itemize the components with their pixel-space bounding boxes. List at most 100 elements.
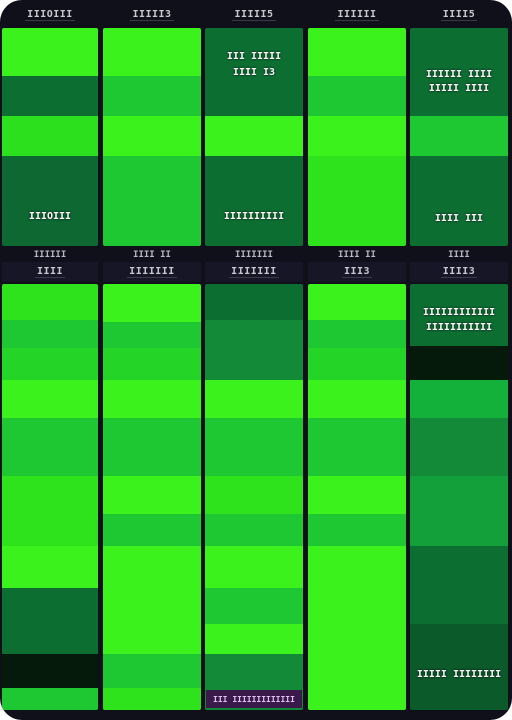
color-block[interactable] <box>410 380 508 418</box>
color-block[interactable] <box>103 476 201 514</box>
color-block[interactable] <box>308 514 406 546</box>
color-block[interactable] <box>2 116 98 156</box>
column-header-10[interactable]: IIII3 <box>410 262 508 282</box>
color-block[interactable] <box>205 546 303 588</box>
color-block[interactable] <box>308 284 406 320</box>
color-block[interactable] <box>308 476 406 514</box>
color-block[interactable] <box>410 476 508 546</box>
color-block[interactable] <box>103 380 201 418</box>
column-subheader-4: IIII II <box>338 250 376 260</box>
color-block[interactable] <box>308 28 406 76</box>
color-block[interactable] <box>2 380 98 418</box>
color-block[interactable] <box>2 284 98 320</box>
color-block[interactable] <box>103 76 201 116</box>
bottom-status-bar[interactable]: III IIIIIIIIIIIII <box>206 690 302 708</box>
bottom-column-5[interactable]: IIIIIIIIIIII IIIIIIIIIII IIIII IIIIIIII <box>410 284 508 710</box>
color-block[interactable] <box>103 418 201 476</box>
column-header-3-label: IIIII5 <box>232 9 276 21</box>
block-label: IIIIIIIIIIII <box>422 307 496 318</box>
color-block[interactable] <box>410 418 508 476</box>
column-header-6-label: IIII <box>34 266 66 278</box>
column-header-4-label: IIIIII <box>335 9 379 21</box>
column-header-3[interactable]: IIIII5 <box>205 2 303 28</box>
color-block[interactable] <box>2 688 98 710</box>
color-block[interactable] <box>2 418 98 476</box>
column-header-7[interactable]: IIIIIII <box>103 262 201 282</box>
color-block[interactable] <box>205 624 303 654</box>
color-block[interactable] <box>308 348 406 380</box>
column-header-6[interactable]: IIII <box>2 262 98 282</box>
color-block[interactable] <box>103 156 201 246</box>
color-block[interactable] <box>410 624 508 710</box>
color-block[interactable] <box>103 348 201 380</box>
column-header-2-label: IIIII3 <box>130 9 174 21</box>
color-block[interactable] <box>2 546 98 588</box>
column-header-4[interactable]: IIIIII <box>308 2 406 28</box>
bottom-column-3[interactable] <box>205 284 303 710</box>
block-label: IIIII IIII <box>428 83 490 94</box>
block-label: IIIII IIIIIIII <box>416 669 502 680</box>
color-block[interactable] <box>103 116 201 156</box>
top-column-4[interactable] <box>308 28 406 246</box>
block-label: IIIOIII <box>28 211 72 222</box>
color-block[interactable] <box>205 28 303 116</box>
color-block[interactable] <box>103 322 201 348</box>
color-block[interactable] <box>2 320 98 348</box>
column-subheader-3: IIIIIII <box>235 250 273 260</box>
color-block[interactable] <box>103 654 201 688</box>
block-label: IIIIIIIIIII <box>425 322 493 333</box>
block-label: IIII I3 <box>232 67 276 78</box>
top-column-5[interactable]: IIIIII IIII IIIII IIII IIII III <box>410 28 508 246</box>
color-block[interactable] <box>308 320 406 348</box>
color-block[interactable] <box>308 380 406 418</box>
color-block[interactable] <box>2 476 98 546</box>
color-block[interactable] <box>205 284 303 320</box>
bottom-column-1[interactable] <box>2 284 98 710</box>
column-subheader-2: IIII II <box>133 250 171 260</box>
color-block[interactable] <box>205 380 303 418</box>
color-block[interactable] <box>2 588 98 654</box>
color-block[interactable] <box>205 418 303 476</box>
top-column-1[interactable]: IIIOIII <box>2 28 98 246</box>
color-block[interactable] <box>308 418 406 476</box>
color-block[interactable] <box>103 514 201 546</box>
color-block[interactable] <box>410 28 508 116</box>
color-block[interactable] <box>2 28 98 76</box>
bottom-column-2[interactable] <box>103 284 201 710</box>
color-block[interactable] <box>103 28 201 76</box>
color-block[interactable] <box>410 116 508 156</box>
block-label: IIIIIIIIII <box>223 211 285 222</box>
color-block[interactable] <box>205 156 303 246</box>
block-label: III IIIII <box>226 51 282 62</box>
top-column-3[interactable]: III IIIII IIII I3 IIIIIIIIII <box>205 28 303 246</box>
color-block[interactable] <box>205 320 303 380</box>
color-block[interactable] <box>205 116 303 156</box>
color-block[interactable] <box>2 76 98 116</box>
color-block[interactable] <box>103 284 201 322</box>
color-block[interactable] <box>205 476 303 514</box>
column-header-2[interactable]: IIIII3 <box>103 2 201 28</box>
color-block[interactable] <box>205 514 303 546</box>
column-header-5[interactable]: IIII5 <box>410 2 508 28</box>
color-block[interactable] <box>410 156 508 246</box>
color-block[interactable] <box>103 688 201 710</box>
color-block[interactable] <box>308 76 406 116</box>
column-subheader-5: IIII <box>448 250 470 260</box>
color-block[interactable] <box>410 284 508 346</box>
color-block[interactable] <box>308 546 406 710</box>
color-block[interactable] <box>410 346 508 380</box>
column-header-8[interactable]: IIIIIII <box>205 262 303 282</box>
color-block[interactable] <box>2 348 98 380</box>
top-column-2[interactable] <box>103 28 201 246</box>
column-header-1[interactable]: IIIOIII <box>2 2 98 28</box>
color-block[interactable] <box>410 546 508 624</box>
color-block[interactable] <box>2 654 98 688</box>
column-header-9[interactable]: III3 <box>308 262 406 282</box>
bottom-column-4[interactable] <box>308 284 406 710</box>
color-block[interactable] <box>308 156 406 246</box>
color-block[interactable] <box>103 546 201 654</box>
color-block[interactable] <box>205 588 303 624</box>
color-block[interactable] <box>2 156 98 246</box>
column-header-1-label: IIIOIII <box>25 9 75 21</box>
color-block[interactable] <box>308 116 406 156</box>
